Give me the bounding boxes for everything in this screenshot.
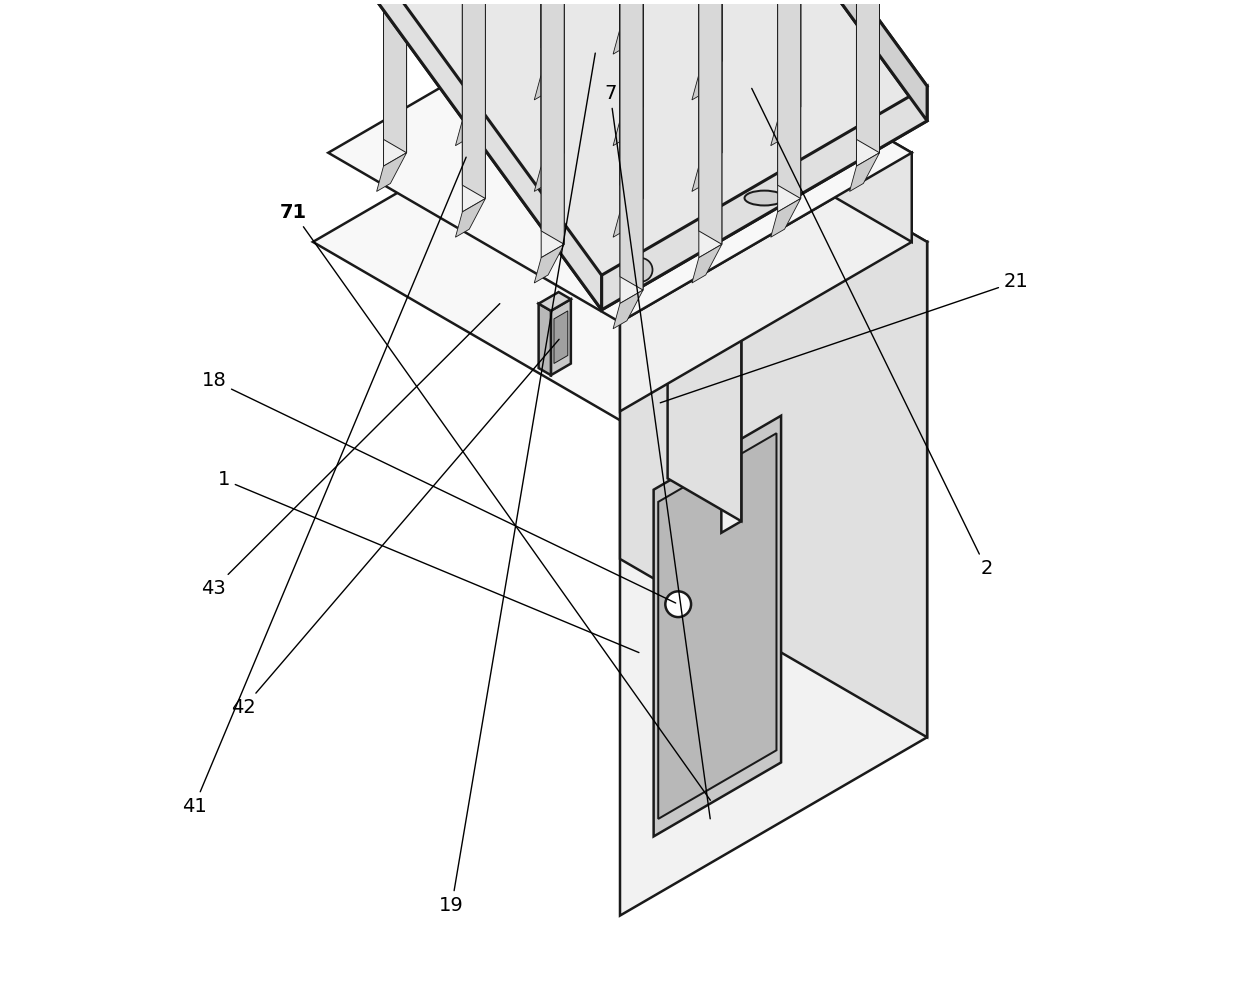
Polygon shape — [541, 0, 564, 75]
Polygon shape — [620, 0, 644, 107]
Polygon shape — [541, 0, 564, 153]
Polygon shape — [534, 245, 564, 283]
Text: 21: 21 — [660, 272, 1029, 403]
Polygon shape — [620, 0, 644, 304]
Polygon shape — [699, 0, 722, 258]
Polygon shape — [538, 292, 570, 311]
Text: 43: 43 — [201, 304, 500, 598]
Circle shape — [666, 591, 691, 617]
Polygon shape — [463, 0, 485, 120]
Polygon shape — [463, 0, 485, 212]
Polygon shape — [627, 0, 928, 121]
Polygon shape — [620, 0, 644, 29]
Polygon shape — [647, 157, 742, 211]
Polygon shape — [620, 0, 644, 15]
Ellipse shape — [744, 191, 784, 206]
Polygon shape — [541, 0, 564, 245]
Polygon shape — [463, 0, 485, 199]
Polygon shape — [534, 153, 564, 192]
Polygon shape — [613, 107, 644, 146]
Polygon shape — [383, 0, 407, 166]
Polygon shape — [777, 0, 801, 199]
Polygon shape — [377, 153, 407, 192]
Polygon shape — [771, 107, 801, 146]
Polygon shape — [303, 0, 601, 310]
Text: 1: 1 — [217, 471, 639, 652]
Polygon shape — [554, 311, 568, 364]
Polygon shape — [857, 0, 879, 166]
Circle shape — [629, 258, 652, 282]
Polygon shape — [699, 0, 722, 245]
Polygon shape — [613, 290, 644, 329]
Polygon shape — [699, 0, 722, 153]
Polygon shape — [777, 0, 801, 212]
Polygon shape — [857, 0, 879, 153]
Polygon shape — [699, 0, 722, 75]
Polygon shape — [620, 0, 644, 199]
Polygon shape — [601, 86, 928, 310]
Polygon shape — [777, 0, 801, 120]
Polygon shape — [541, 0, 564, 61]
Polygon shape — [455, 107, 485, 146]
Polygon shape — [620, 0, 644, 290]
Polygon shape — [538, 304, 551, 376]
Polygon shape — [771, 199, 801, 237]
Polygon shape — [312, 64, 928, 421]
Polygon shape — [620, 0, 644, 120]
Polygon shape — [620, 64, 928, 737]
Polygon shape — [613, 15, 644, 54]
Polygon shape — [653, 416, 781, 836]
Polygon shape — [541, 0, 564, 258]
Polygon shape — [692, 245, 722, 283]
Text: 18: 18 — [201, 371, 676, 603]
Polygon shape — [777, 0, 801, 107]
Polygon shape — [383, 0, 407, 153]
Polygon shape — [329, 0, 911, 322]
Polygon shape — [667, 157, 742, 521]
Polygon shape — [303, 0, 928, 310]
Polygon shape — [692, 61, 722, 100]
Polygon shape — [849, 153, 879, 192]
Polygon shape — [455, 199, 485, 237]
Polygon shape — [620, 0, 911, 242]
Polygon shape — [534, 61, 564, 100]
Polygon shape — [541, 0, 564, 166]
Polygon shape — [692, 153, 722, 192]
Polygon shape — [620, 153, 911, 412]
Text: 42: 42 — [231, 340, 559, 717]
Polygon shape — [699, 0, 722, 61]
Text: 2: 2 — [751, 88, 993, 578]
Text: 7: 7 — [604, 84, 711, 819]
Polygon shape — [620, 0, 644, 212]
Polygon shape — [303, 0, 928, 275]
Polygon shape — [551, 299, 570, 376]
Text: 71: 71 — [279, 203, 711, 800]
Text: 41: 41 — [181, 157, 466, 816]
Polygon shape — [658, 434, 776, 819]
Polygon shape — [463, 0, 485, 107]
Polygon shape — [699, 0, 722, 166]
Polygon shape — [620, 242, 928, 915]
Polygon shape — [613, 199, 644, 237]
Polygon shape — [722, 199, 742, 532]
Text: 19: 19 — [439, 53, 595, 915]
